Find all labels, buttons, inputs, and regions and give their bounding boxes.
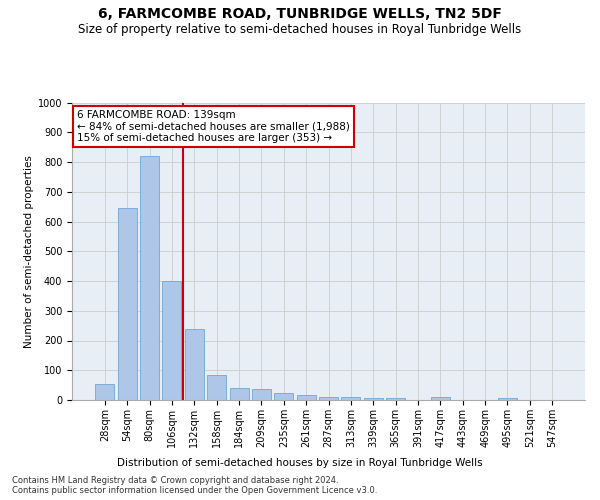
Bar bbox=[230, 388, 248, 400]
Bar bbox=[341, 396, 361, 400]
Text: 6, FARMCOMBE ROAD, TUNBRIDGE WELLS, TN2 5DF: 6, FARMCOMBE ROAD, TUNBRIDGE WELLS, TN2 … bbox=[98, 8, 502, 22]
Bar bbox=[364, 398, 383, 400]
Text: 6 FARMCOMBE ROAD: 139sqm
← 84% of semi-detached houses are smaller (1,988)
15% o: 6 FARMCOMBE ROAD: 139sqm ← 84% of semi-d… bbox=[77, 110, 350, 143]
Y-axis label: Number of semi-detached properties: Number of semi-detached properties bbox=[23, 155, 34, 348]
Bar bbox=[185, 328, 204, 400]
Bar bbox=[207, 374, 226, 400]
Text: Contains HM Land Registry data © Crown copyright and database right 2024.
Contai: Contains HM Land Registry data © Crown c… bbox=[12, 476, 377, 496]
Bar bbox=[296, 395, 316, 400]
Bar bbox=[163, 281, 181, 400]
Bar bbox=[140, 156, 159, 400]
Bar bbox=[95, 384, 115, 400]
Bar bbox=[431, 397, 450, 400]
Bar bbox=[319, 397, 338, 400]
Bar bbox=[274, 394, 293, 400]
Bar bbox=[498, 398, 517, 400]
Text: Distribution of semi-detached houses by size in Royal Tunbridge Wells: Distribution of semi-detached houses by … bbox=[117, 458, 483, 468]
Bar bbox=[252, 389, 271, 400]
Bar bbox=[118, 208, 137, 400]
Bar bbox=[386, 398, 405, 400]
Text: Size of property relative to semi-detached houses in Royal Tunbridge Wells: Size of property relative to semi-detach… bbox=[79, 22, 521, 36]
